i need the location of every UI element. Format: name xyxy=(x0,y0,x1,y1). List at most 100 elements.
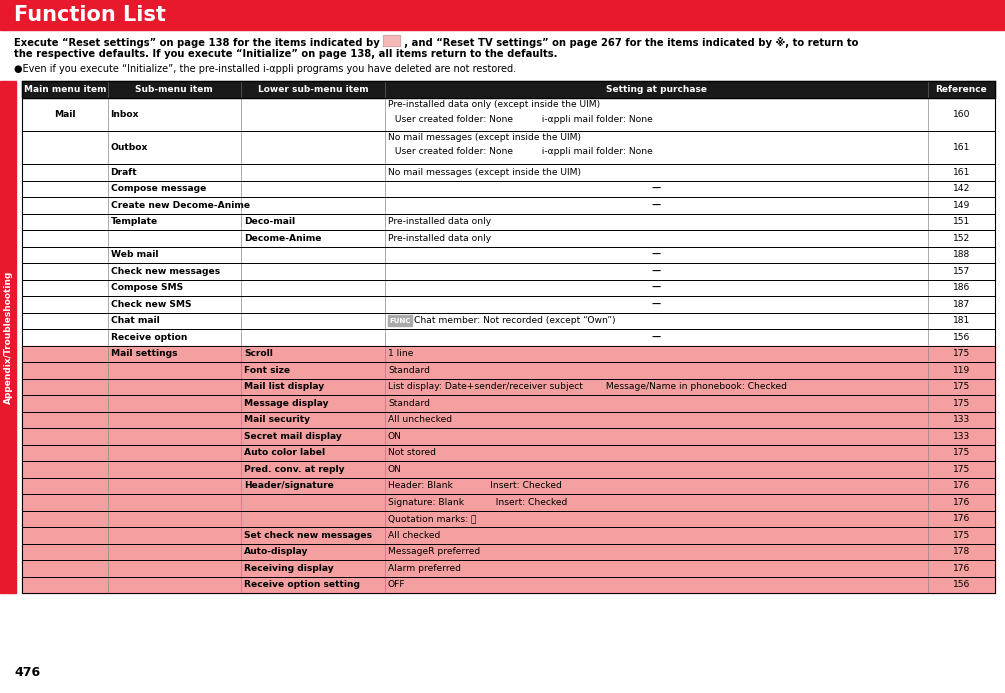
Text: Web mail: Web mail xyxy=(111,250,158,259)
Text: 175: 175 xyxy=(953,448,970,457)
Text: Auto color label: Auto color label xyxy=(244,448,325,457)
Bar xyxy=(22,494,995,511)
Bar xyxy=(22,461,995,477)
Bar xyxy=(22,511,995,527)
Text: Outbox: Outbox xyxy=(111,143,148,152)
Text: Main menu item: Main menu item xyxy=(23,85,107,94)
Text: 175: 175 xyxy=(953,398,970,407)
Text: Mail list display: Mail list display xyxy=(244,383,325,392)
Text: 161: 161 xyxy=(953,168,970,177)
Bar xyxy=(22,412,995,428)
Text: Set check new messages: Set check new messages xyxy=(244,531,372,540)
Text: 175: 175 xyxy=(953,349,970,358)
Text: Pre-installed data only: Pre-installed data only xyxy=(388,234,491,243)
Text: 119: 119 xyxy=(953,366,970,375)
Text: Header/signature: Header/signature xyxy=(244,481,334,490)
Text: Deco-mail: Deco-mail xyxy=(244,217,295,226)
Text: Mail security: Mail security xyxy=(244,415,311,424)
Bar xyxy=(22,329,995,346)
Text: Pre-installed data only: Pre-installed data only xyxy=(388,217,491,226)
Text: —: — xyxy=(652,250,661,259)
Text: Receive option setting: Receive option setting xyxy=(244,580,360,589)
Bar xyxy=(22,577,995,593)
Text: Sub-menu item: Sub-menu item xyxy=(136,85,213,94)
Text: —: — xyxy=(652,333,661,342)
Bar xyxy=(22,98,995,131)
Text: 142: 142 xyxy=(953,184,970,193)
Text: Not stored: Not stored xyxy=(388,448,436,457)
Bar xyxy=(22,428,995,444)
Text: —: — xyxy=(652,300,661,309)
Text: User created folder: None          i-αppli mail folder: None: User created folder: None i-αppli mail f… xyxy=(392,148,652,157)
Bar xyxy=(22,81,995,98)
Bar xyxy=(383,35,400,46)
Bar xyxy=(22,378,995,395)
Text: Font size: Font size xyxy=(244,366,290,375)
Text: the respective defaults. If you execute “Initialize” on page 138, all items retu: the respective defaults. If you execute … xyxy=(14,49,558,59)
Text: Mail: Mail xyxy=(54,110,75,119)
Text: Auto-display: Auto-display xyxy=(244,547,309,556)
Text: Appendix/Troubleshooting: Appendix/Troubleshooting xyxy=(3,270,12,404)
Bar xyxy=(22,213,995,230)
Text: Compose message: Compose message xyxy=(111,184,206,193)
Bar xyxy=(22,131,995,164)
Bar xyxy=(22,543,995,560)
Text: 157: 157 xyxy=(953,267,970,276)
Text: No mail messages (except inside the UIM): No mail messages (except inside the UIM) xyxy=(388,133,581,142)
Text: Mail settings: Mail settings xyxy=(111,349,177,358)
Text: Create new Decome-Anime: Create new Decome-Anime xyxy=(111,201,250,210)
Text: 187: 187 xyxy=(953,300,970,309)
Text: 186: 186 xyxy=(953,283,970,292)
Text: Standard: Standard xyxy=(388,366,430,375)
Text: 152: 152 xyxy=(953,234,970,243)
Bar xyxy=(22,395,995,412)
Text: —: — xyxy=(652,267,661,276)
Text: 178: 178 xyxy=(953,547,970,556)
Text: List display: Date+sender/receiver subject        Message/Name in phonebook: Che: List display: Date+sender/receiver subje… xyxy=(388,383,787,392)
Text: —: — xyxy=(652,201,661,210)
Text: Reference: Reference xyxy=(936,85,987,94)
Text: Quotation marks: 〉: Quotation marks: 〉 xyxy=(388,514,476,523)
Text: Template: Template xyxy=(111,217,158,226)
Text: Pre-installed data only (except inside the UIM): Pre-installed data only (except inside t… xyxy=(388,100,600,109)
Bar xyxy=(22,263,995,279)
Text: Check new messages: Check new messages xyxy=(111,267,220,276)
Text: Compose SMS: Compose SMS xyxy=(111,283,183,292)
Bar xyxy=(22,230,995,247)
Text: ●Even if you execute “Initialize”, the pre-installed i-αppli programs you have d: ●Even if you execute “Initialize”, the p… xyxy=(14,64,517,74)
Text: 151: 151 xyxy=(953,217,970,226)
Text: 176: 176 xyxy=(953,481,970,490)
Text: Draft: Draft xyxy=(111,168,138,177)
Bar xyxy=(22,180,995,197)
Text: 133: 133 xyxy=(953,415,970,424)
Text: Scroll: Scroll xyxy=(244,349,272,358)
Text: Chat member: Not recorded (except “Own”): Chat member: Not recorded (except “Own”) xyxy=(414,316,615,325)
Bar xyxy=(22,346,995,362)
Text: Secret mail display: Secret mail display xyxy=(244,432,342,441)
Text: 176: 176 xyxy=(953,514,970,523)
Text: Decome-Anime: Decome-Anime xyxy=(244,234,322,243)
Text: 149: 149 xyxy=(953,201,970,210)
Text: 156: 156 xyxy=(953,333,970,342)
Text: 175: 175 xyxy=(953,531,970,540)
Text: Alarm preferred: Alarm preferred xyxy=(388,563,461,572)
Text: Signature: Blank           Insert: Checked: Signature: Blank Insert: Checked xyxy=(388,498,567,507)
Text: ON: ON xyxy=(388,432,402,441)
Text: Header: Blank             Insert: Checked: Header: Blank Insert: Checked xyxy=(388,481,562,490)
Text: 156: 156 xyxy=(953,580,970,589)
Text: 1 line: 1 line xyxy=(388,349,413,358)
Text: FUNC: FUNC xyxy=(389,318,411,324)
Text: 160: 160 xyxy=(953,110,970,119)
Bar xyxy=(22,296,995,313)
Text: Receiving display: Receiving display xyxy=(244,563,334,572)
Text: All unchecked: All unchecked xyxy=(388,415,452,424)
Text: OFF: OFF xyxy=(388,580,406,589)
Text: 161: 161 xyxy=(953,143,970,152)
Text: —: — xyxy=(652,184,661,193)
Text: Check new SMS: Check new SMS xyxy=(111,300,191,309)
Bar xyxy=(0,0,1005,30)
Bar xyxy=(22,362,995,378)
Text: 175: 175 xyxy=(953,383,970,392)
Text: —: — xyxy=(652,283,661,292)
Bar xyxy=(22,444,995,461)
